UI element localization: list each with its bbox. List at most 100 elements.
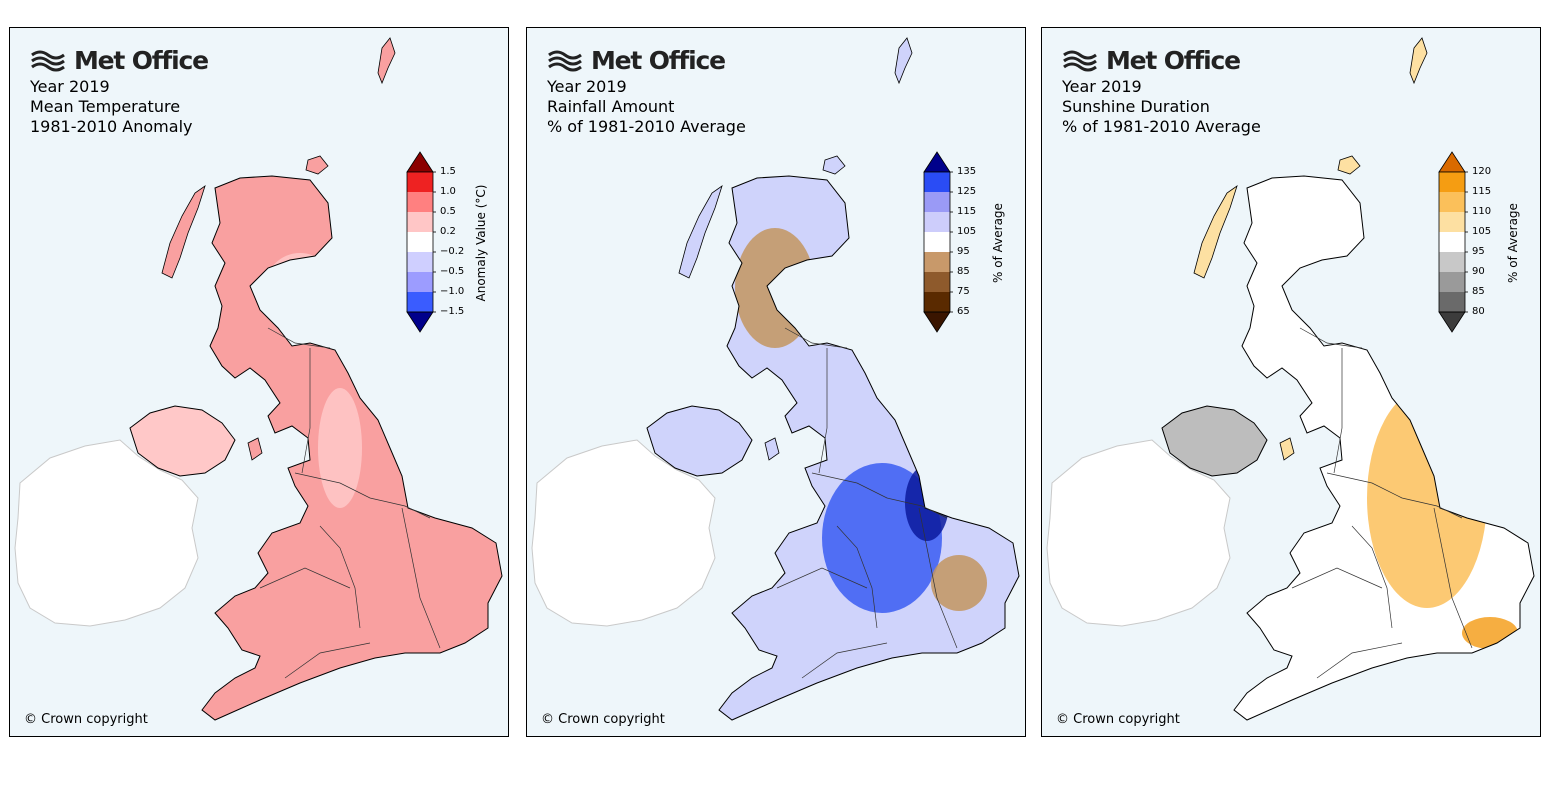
legend-tick-label: 115: [957, 206, 977, 217]
region-border: [1351, 525, 1393, 629]
anomaly-region-lincolnshire: [905, 465, 949, 541]
met-office-logo-text: Met Office: [591, 45, 726, 75]
coastline: [201, 175, 503, 721]
met-office-logo-icon: [1063, 50, 1097, 72]
island: [161, 184, 206, 279]
map-title-baseline: % of 1981-2010 Average: [547, 117, 746, 136]
temperature-map-panel: Met Office Year 2019 Mean Temperature 19…: [9, 27, 509, 737]
region-border: [811, 472, 948, 519]
ireland-landmass: [14, 439, 199, 627]
legend-tick-label: 95: [957, 246, 970, 257]
legend-tick-label: 85: [957, 266, 970, 277]
anomaly-region-central-england: [318, 388, 362, 508]
region-border: [301, 348, 311, 474]
sunshine-map-panel: Met Office Year 2019 Sunshine Duration %…: [1041, 27, 1541, 737]
legend-band: [407, 292, 433, 312]
region-border: [784, 327, 848, 349]
region-border: [776, 567, 868, 589]
northern-ireland-landmass: [129, 405, 236, 477]
legend-tick-label: 135: [957, 166, 977, 177]
met-office-logo-icon: [548, 50, 582, 72]
anomaly-region-north-scotland: [265, 253, 335, 323]
legend-bottom-arrow: [1438, 311, 1466, 333]
ireland-landmass: [531, 439, 716, 627]
legend-frame: [1438, 171, 1466, 313]
region-border: [1326, 472, 1463, 519]
region-border: [918, 507, 958, 649]
legend-tick-label: −0.5: [440, 266, 465, 277]
legend-colorbar: [406, 151, 436, 333]
legend-tick-label: 65: [957, 306, 970, 317]
legend-band: [924, 232, 950, 252]
legend-tick-label: 110: [1472, 206, 1492, 217]
legend-tick-label: −1.5: [440, 306, 465, 317]
island: [377, 37, 396, 85]
rainfall-map: [531, 37, 1020, 721]
legend-tick-label: 75: [957, 286, 970, 297]
legend-band: [407, 172, 433, 192]
copyright-notice: © Crown copyright: [24, 712, 148, 727]
legend-band: [1439, 192, 1465, 212]
anomaly-region-east-england: [1367, 388, 1487, 608]
legend-tick-label: 85: [1472, 286, 1485, 297]
region-border: [836, 525, 878, 629]
rainfall-map-panel: Met Office Year 2019 Rainfall Amount % o…: [526, 27, 1026, 737]
legend-tick-label: 105: [1472, 226, 1492, 237]
ireland-landmass: [1046, 439, 1231, 627]
coastline: [718, 175, 1020, 721]
map-title-year: Year 2019: [547, 77, 627, 96]
legend-axis-label: Anomaly Value (°C): [474, 184, 488, 302]
legend-axis-label: % of Average: [991, 203, 1005, 283]
legend-tick-label: 1.5: [440, 166, 456, 177]
legend-band: [924, 252, 950, 272]
map-title-baseline: % of 1981-2010 Average: [1062, 117, 1261, 136]
legend-band: [1439, 212, 1465, 232]
map-title-variable: Rainfall Amount: [547, 97, 675, 116]
map-title-baseline: 1981-2010 Anomaly: [30, 117, 193, 136]
legend-tick-label: 90: [1472, 266, 1485, 277]
island: [894, 37, 913, 85]
region-border: [267, 327, 331, 349]
legend-band: [924, 172, 950, 192]
legend-band: [407, 192, 433, 212]
island: [1337, 155, 1361, 175]
island: [822, 155, 846, 175]
island: [1409, 37, 1428, 85]
island: [1193, 184, 1238, 279]
legend-band: [1439, 292, 1465, 312]
island: [1279, 437, 1295, 461]
legend-band: [924, 292, 950, 312]
region-border: [319, 525, 361, 629]
met-office-logo-text: Met Office: [74, 45, 209, 75]
legend-tick-label: 105: [957, 226, 977, 237]
anomaly-region-east-anglia: [931, 555, 987, 611]
sunshine-legend: % of Average 120 115 110 105 95 90 85 80: [1437, 151, 1537, 334]
legend-bottom-arrow: [923, 311, 951, 333]
island: [247, 437, 263, 461]
legend-tick-label: 120: [1472, 166, 1492, 177]
region-border: [1299, 327, 1363, 349]
legend-axis-label: % of Average: [1506, 203, 1520, 283]
legend-band: [407, 252, 433, 272]
legend-tick-label: 0.5: [440, 206, 456, 217]
coastline: [1233, 175, 1535, 721]
met-office-logo-text: Met Office: [1106, 45, 1241, 75]
met-office-logo: Met Office: [547, 45, 726, 75]
legend-band: [407, 272, 433, 292]
legend-tick-label: 95: [1472, 246, 1485, 257]
region-border: [1433, 507, 1473, 649]
legend-band: [1439, 252, 1465, 272]
legend-band: [407, 232, 433, 252]
legend-tick-label: 125: [957, 186, 977, 197]
legend-top-arrow: [406, 151, 434, 173]
northern-ireland-landmass: [646, 405, 753, 477]
region-border: [1291, 567, 1383, 589]
legend-band: [924, 212, 950, 232]
rainfall-legend: % of Average 135 125 115 105 95 85 75 65: [922, 151, 1022, 334]
legend-tick-label: −0.2: [440, 246, 465, 257]
anomaly-region-west-highlands: [735, 228, 815, 348]
met-office-logo: Met Office: [1062, 45, 1241, 75]
copyright-notice: © Crown copyright: [1056, 712, 1180, 727]
legend-bottom-arrow: [406, 311, 434, 333]
legend-tick-label: 0.2: [440, 226, 456, 237]
